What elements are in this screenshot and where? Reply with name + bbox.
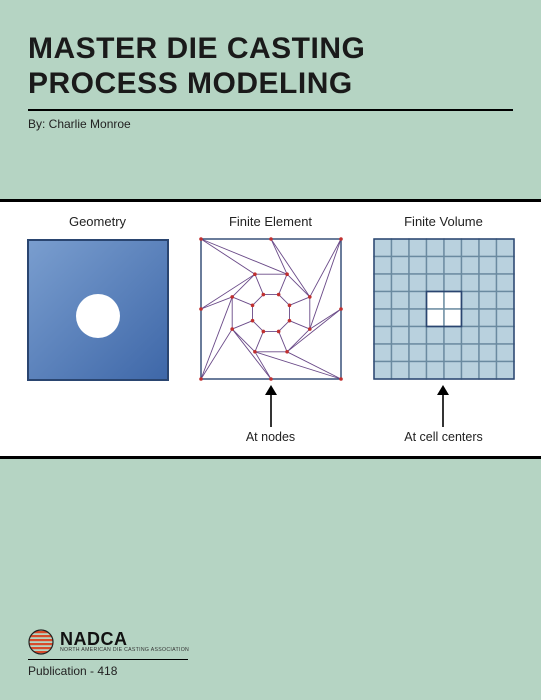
fe-arrow-icon bbox=[261, 385, 281, 429]
logo-sub: NORTH AMERICAN DIE CASTING ASSOCIATION bbox=[60, 648, 189, 653]
logo-main: NADCA bbox=[60, 630, 189, 648]
fe-border bbox=[201, 239, 341, 379]
panel-fv-title: Finite Volume bbox=[404, 214, 483, 229]
panel-fe-figure bbox=[196, 235, 346, 383]
figure-panels: Geometry Finite Element bbox=[18, 214, 523, 438]
fe-arrow-block: At nodes bbox=[246, 385, 295, 444]
geometry-svg bbox=[24, 236, 172, 384]
title-line-1: MASTER DIE CASTING bbox=[28, 32, 365, 65]
geometry-hole bbox=[76, 294, 120, 338]
figure-band: Geometry Finite Element bbox=[0, 199, 541, 459]
logo-text: NADCA NORTH AMERICAN DIE CASTING ASSOCIA… bbox=[60, 630, 189, 653]
panel-geometry-figure bbox=[23, 235, 173, 385]
panel-fe-title: Finite Element bbox=[229, 214, 312, 229]
panel-fv-figure bbox=[369, 235, 519, 383]
byline: By: Charlie Monroe bbox=[28, 117, 513, 131]
fv-arrow-icon bbox=[433, 385, 453, 429]
footer: NADCA NORTH AMERICAN DIE CASTING ASSOCIA… bbox=[28, 629, 189, 678]
page-title: MASTER DIE CASTING PROCESS MODELING bbox=[28, 32, 513, 101]
logo: NADCA NORTH AMERICAN DIE CASTING ASSOCIA… bbox=[28, 629, 189, 655]
title-line-2: PROCESS MODELING bbox=[28, 67, 353, 100]
footer-divider bbox=[28, 659, 188, 660]
fv-arrow-label: At cell centers bbox=[404, 430, 483, 444]
fv-svg bbox=[370, 235, 518, 383]
fe-arrow-label: At nodes bbox=[246, 430, 295, 444]
fe-nodes bbox=[199, 237, 343, 381]
fv-arrow-block: At cell centers bbox=[404, 385, 483, 444]
panel-geometry-title: Geometry bbox=[69, 214, 126, 229]
fe-mesh bbox=[201, 239, 341, 379]
panel-fv: Finite Volume At cell centers bbox=[364, 214, 523, 438]
fv-grid bbox=[374, 239, 514, 379]
panel-geometry: Geometry bbox=[18, 214, 177, 438]
fe-svg bbox=[197, 235, 345, 383]
nadca-logo-icon bbox=[28, 629, 54, 655]
panel-fe: Finite Element At nodes bbox=[191, 214, 350, 438]
header: MASTER DIE CASTING PROCESS MODELING By: … bbox=[0, 0, 541, 139]
publication-line: Publication - 418 bbox=[28, 664, 189, 678]
title-divider bbox=[28, 109, 513, 111]
